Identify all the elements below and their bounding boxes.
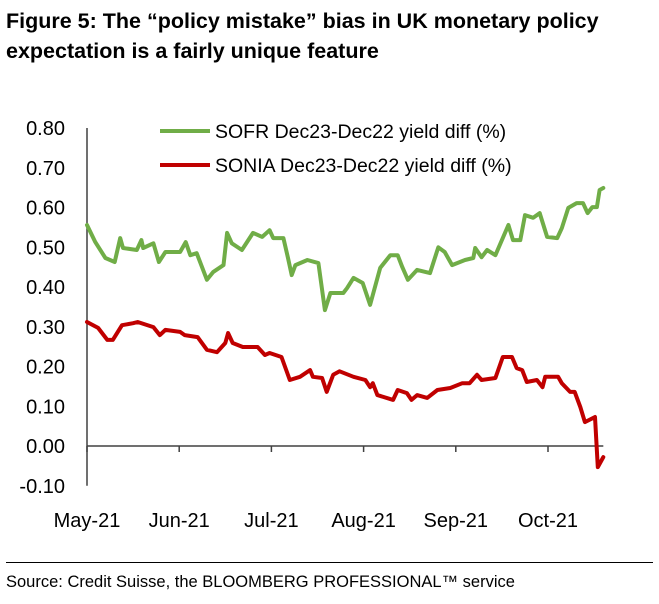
y-tick-label: 0.40 — [26, 277, 65, 299]
x-tick-label: Jul-21 — [244, 510, 298, 532]
legend: SOFR Dec23-Dec22 yield diff (%) SONIA De… — [160, 121, 512, 177]
y-tick-label: 0.10 — [26, 396, 65, 418]
legend-label-sofr: SOFR Dec23-Dec22 yield diff (%) — [215, 121, 506, 143]
y-tick-label: -0.10 — [19, 476, 65, 498]
y-tick-label: 0.20 — [26, 357, 65, 379]
y-tick-label: 0.50 — [26, 237, 65, 259]
y-axis: 0.80 0.70 0.60 0.50 0.40 0.30 0.20 0.10 0.00 -0.1… — [19, 118, 88, 498]
series-lines — [85, 186, 606, 470]
figure-title: Figure 5: The “policy mistake” bias in U… — [6, 9, 599, 63]
x-tick-label: Aug-21 — [331, 510, 396, 532]
y-tick-label: 0.60 — [26, 198, 65, 220]
x-tick-label: Jun-21 — [149, 510, 210, 532]
y-tick-label: 0.70 — [26, 158, 65, 180]
series-line-sofr — [85, 186, 606, 313]
source-note: Source: Credit Suisse, the BLOOMBERG PRO… — [6, 573, 515, 591]
y-tick-label: 0.30 — [26, 317, 65, 339]
y-tick-label: 0.80 — [26, 118, 65, 140]
x-axis: May-21 Jun-21 Jul-21 Aug-21 Sep-21 Oct-21 — [54, 445, 604, 532]
x-tick-label: May-21 — [54, 510, 121, 532]
series-line-sonia — [85, 320, 606, 470]
legend-label-sonia: SONIA Dec23-Dec22 yield diff (%) — [215, 155, 512, 177]
divider — [6, 562, 653, 563]
x-tick-label: Sep-21 — [424, 510, 489, 532]
x-tick-label: Oct-21 — [518, 510, 578, 532]
y-tick-label: 0.00 — [26, 436, 65, 458]
